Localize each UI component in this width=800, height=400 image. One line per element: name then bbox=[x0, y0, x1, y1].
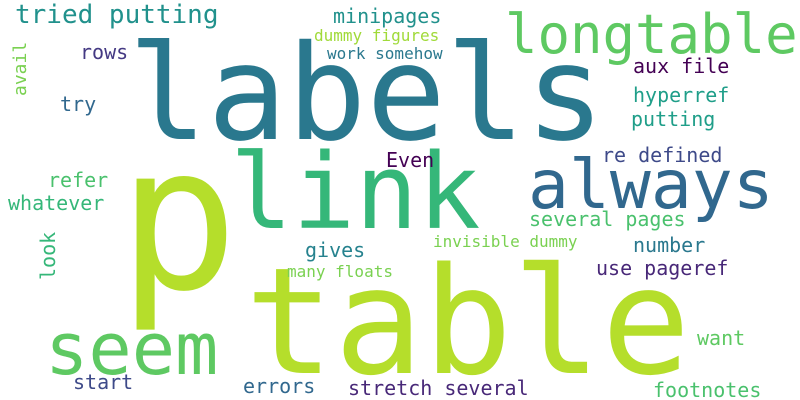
word-labels: labels bbox=[128, 17, 605, 171]
word-aux-file: aux file bbox=[633, 54, 730, 78]
word-re-defined: re defined bbox=[602, 143, 723, 167]
word-minipages: minipages bbox=[333, 4, 442, 28]
word-number: number bbox=[633, 233, 706, 257]
word-whatever: whatever bbox=[8, 191, 105, 215]
word-footnotes: footnotes bbox=[653, 378, 762, 400]
word-several-pages: several pages bbox=[529, 207, 686, 231]
word-stretch-several: stretch several bbox=[348, 376, 529, 400]
word-putting: putting bbox=[631, 107, 716, 131]
word-errors: errors bbox=[243, 374, 316, 398]
word-avail: avail bbox=[10, 41, 31, 96]
word-hyperref: hyperref bbox=[633, 83, 730, 107]
word-seem: seem bbox=[45, 307, 219, 391]
word-gives: gives bbox=[305, 238, 366, 262]
word-rows: rows bbox=[80, 40, 129, 64]
word-always: always bbox=[528, 146, 774, 225]
word-even: Even bbox=[386, 148, 435, 172]
word-start: start bbox=[73, 370, 134, 394]
word-table: table bbox=[245, 236, 691, 400]
word-tried-putting: tried putting bbox=[15, 0, 219, 30]
word-look: look bbox=[36, 231, 60, 280]
word-try: try bbox=[60, 92, 97, 116]
word-dummy-figures: dummy figures bbox=[314, 26, 440, 45]
word-want: want bbox=[697, 326, 746, 350]
word-longtable: longtable bbox=[505, 3, 798, 66]
word-invisible-dummy: invisible dummy bbox=[433, 232, 578, 251]
word-work-somehow: work somehow bbox=[327, 44, 443, 63]
word-link: link bbox=[230, 131, 481, 253]
word-use-pageref: use pageref bbox=[596, 256, 729, 280]
word-p: p bbox=[118, 103, 239, 336]
word-refer: refer bbox=[48, 168, 109, 192]
word-many-floats: many floats bbox=[287, 262, 393, 281]
